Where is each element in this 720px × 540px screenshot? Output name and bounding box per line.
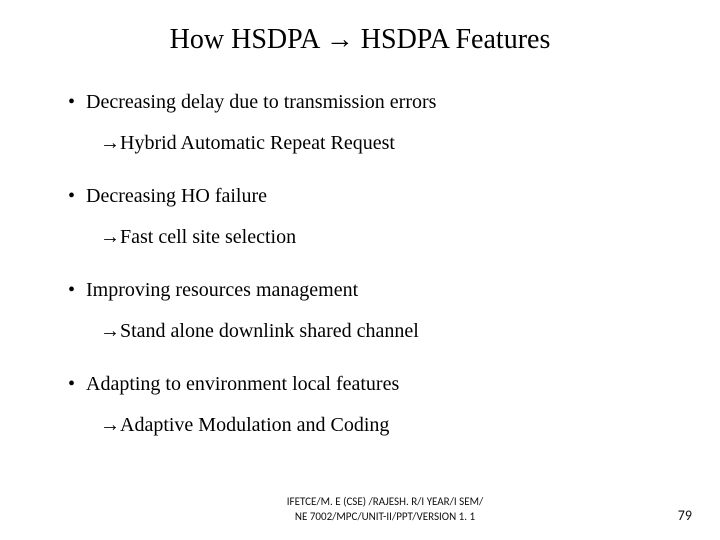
bullet-item: • Decreasing delay due to transmission e… [40, 90, 680, 115]
bullet-item: • Adapting to environment local features [40, 372, 680, 397]
footer-line1: IFETCE/M. E (CSE) /RAJESH. R/I YEAR/I SE… [110, 495, 660, 509]
sub-text: →Hybrid Automatic Repeat Request [100, 131, 395, 156]
sub-item: →Fast cell site selection [40, 225, 680, 250]
slide-title: How HSDPA → HSDPA Features [40, 24, 680, 56]
slide: How HSDPA → HSDPA Features • Decreasing … [0, 0, 720, 540]
footer-credit: IFETCE/M. E (CSE) /RAJESH. R/I YEAR/I SE… [0, 495, 660, 524]
sub-item: →Stand alone downlink shared channel [40, 319, 680, 344]
sub-text: →Fast cell site selection [100, 225, 296, 250]
footer-line2: NE 7002/MPC/UNIT-II/PPT/VERSION 1. 1 [110, 510, 660, 524]
sub-text: →Stand alone downlink shared channel [100, 319, 419, 344]
sub-item: →Hybrid Automatic Repeat Request [40, 131, 680, 156]
bullet-text: Decreasing HO failure [86, 184, 267, 209]
page-number: 79 [660, 507, 720, 524]
bullet-text: Decreasing delay due to transmission err… [86, 90, 436, 115]
slide-content: • Decreasing delay due to transmission e… [40, 90, 680, 438]
bullet-item: • Decreasing HO failure [40, 184, 680, 209]
slide-footer: IFETCE/M. E (CSE) /RAJESH. R/I YEAR/I SE… [0, 495, 720, 524]
sub-item: →Adaptive Modulation and Coding [40, 413, 680, 438]
bullet-marker: • [68, 90, 86, 115]
bullet-marker: • [68, 372, 86, 397]
bullet-marker: • [68, 184, 86, 209]
bullet-text: Improving resources management [86, 278, 358, 303]
bullet-marker: • [68, 278, 86, 303]
bullet-item: • Improving resources management [40, 278, 680, 303]
sub-text: →Adaptive Modulation and Coding [100, 413, 389, 438]
bullet-text: Adapting to environment local features [86, 372, 399, 397]
